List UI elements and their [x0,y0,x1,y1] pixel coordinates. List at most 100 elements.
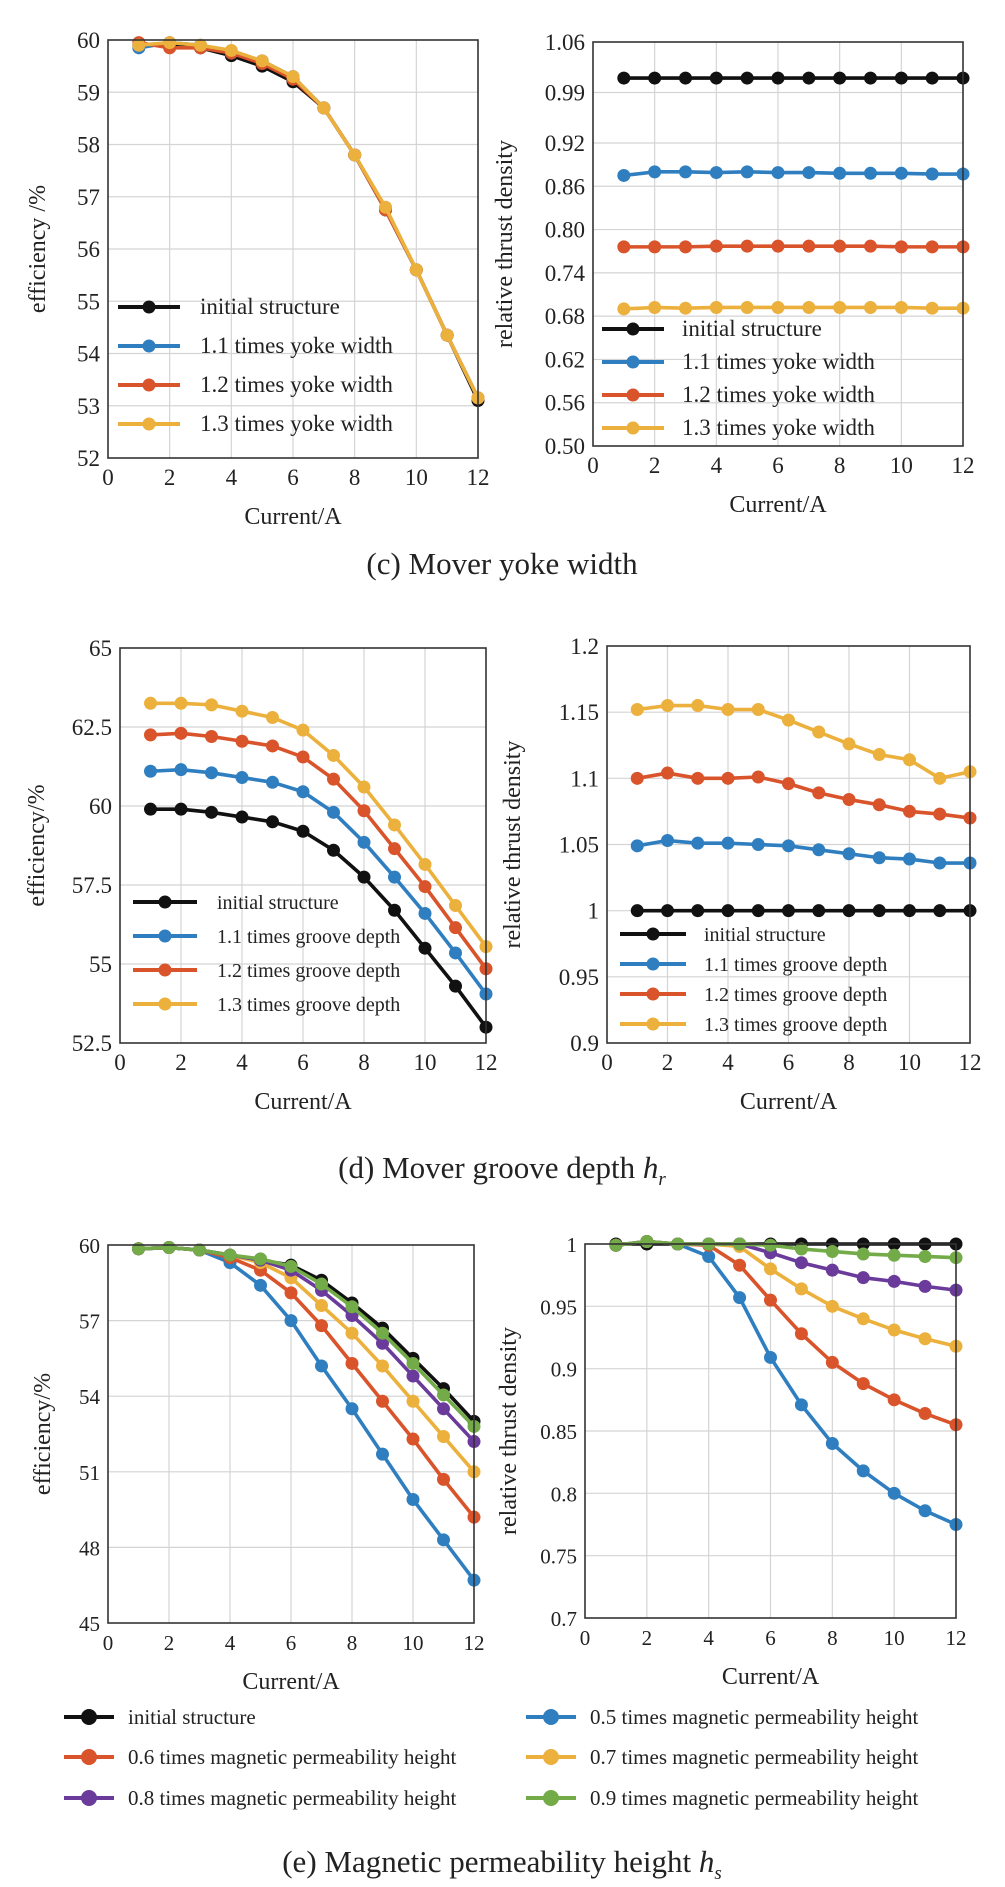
data-point [925,240,939,254]
data-point [661,904,674,918]
caption-d-subscript: r [658,1169,666,1190]
data-point [205,805,218,819]
x-tick-label: 0 [102,465,114,490]
y-axis-label: efficiency/% [24,784,50,906]
data-point [894,300,908,314]
series-line-orange [138,1245,476,1519]
caption-e-text: (e) Magnetic permeability height [282,1844,699,1879]
data-point [440,328,454,342]
data-point [842,904,856,918]
x-tick-label: 10 [890,453,913,478]
data-point [872,904,886,918]
x-tick-label: 8 [349,465,361,490]
data-point [284,1286,298,1300]
x-tick-label: 2 [164,465,176,490]
data-point [174,726,188,740]
data-point [751,770,765,784]
y-axis-label: relative thrust density [496,1327,522,1535]
y-tick-label: 1.05 [559,833,599,858]
x-tick-label: 2 [175,1050,187,1075]
x-tick-label: 10 [898,1050,921,1075]
y-tick-label: 0.80 [545,218,585,243]
data-point [872,748,886,762]
data-point [918,1504,932,1518]
data-point [894,240,908,254]
x-axis-label: Current/A [722,1664,820,1690]
data-point [174,802,188,816]
data-point [864,300,877,314]
legend-label: 1.3 times yoke width [200,411,393,436]
data-point [174,696,188,710]
data-point [740,165,754,179]
y-tick-label: 55 [89,952,112,977]
data-point [903,804,916,818]
data-point [345,1300,359,1314]
data-point [856,1271,870,1285]
data-point [132,38,146,52]
legend-swatch-marker [626,322,640,336]
legend-swatch-marker [142,339,156,353]
x-tick-label: 8 [834,453,846,478]
legend-label: initial structure [200,294,340,319]
legend-label: initial structure [704,924,826,946]
y-tick-label: 58 [77,133,100,158]
data-point [357,804,371,818]
series-line-orange [636,771,971,820]
data-point [449,979,462,993]
y-tick-label: 0.74 [545,261,586,286]
data-point [903,753,916,767]
x-axis-label: Current/A [740,1089,838,1115]
data-point [376,1336,389,1350]
data-point [406,1369,420,1383]
x-tick-label: 0 [580,1626,591,1650]
x-tick-label: 10 [403,1631,424,1655]
data-point [661,766,674,780]
x-tick-label: 4 [236,1050,248,1075]
data-point [903,852,916,866]
legend-label: 0.6 times magnetic permeability height [128,1745,456,1769]
data-point [864,166,877,180]
data-point [771,239,785,253]
series-line-orange [623,244,963,249]
data-point [794,1398,808,1412]
data-point [235,704,249,718]
y-axis-label: relative thrust density [500,741,526,949]
legend: initial structure 1.1 times groove depth 1… [133,892,400,1016]
axes-frame [584,1243,957,1619]
chart-d-left: 0 2 4 6 8 10 12 52.5 55 57.5 60 62.5 65 Current/A effi… [24,636,498,1115]
y-tick-label: 53 [77,394,100,419]
x-tick-label: 0 [114,1050,126,1075]
legend-label: initial structure [682,316,822,341]
x-tick-label: 4 [226,465,238,490]
data-point [144,802,157,816]
data-point [794,1327,808,1341]
data-point [409,263,423,277]
legend-swatch-marker [158,997,172,1011]
caption-d-text: (d) Mover groove depth [338,1150,643,1185]
data-point [691,836,705,850]
data-point [771,71,785,85]
legend-label: 0.7 times magnetic permeability height [590,1745,918,1769]
data-point [193,1243,206,1257]
x-tick-label: 0 [587,453,599,478]
legend-label: 1.1 times groove depth [704,954,887,976]
y-axis-label: efficiency/% [30,1373,56,1495]
data-point [235,810,249,824]
x-tick-label: 0 [103,1631,114,1655]
y-tick-label: 60 [89,794,112,819]
data-point [842,793,856,807]
data-point [833,239,847,253]
data-point [740,239,754,253]
data-point [740,71,754,85]
legend-label: 1.2 times groove depth [704,984,887,1006]
data-point [296,723,310,737]
x-tick-label: 8 [843,1050,855,1075]
y-tick-label: 0.62 [545,347,585,372]
x-tick-label: 6 [287,465,299,490]
data-point [205,766,218,780]
data-point [751,904,765,918]
legend-swatch-marker [626,355,640,369]
axes-frame [592,41,964,447]
y-tick-label: 57.5 [72,873,112,898]
data-point [933,904,947,918]
